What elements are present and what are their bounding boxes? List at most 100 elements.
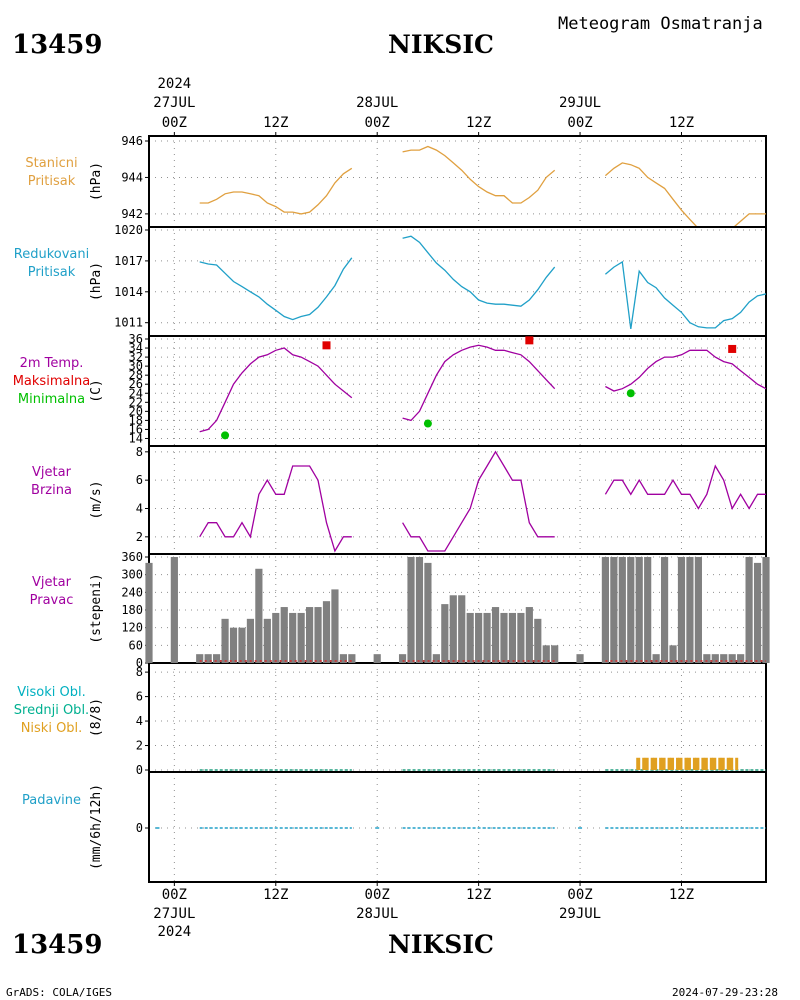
y-tick-label: 36 (129, 332, 143, 346)
wind-direction-bar (500, 612, 508, 663)
panel-label-redukovani-1: Pritisak (27, 265, 76, 280)
y-tick-label: 1017 (114, 254, 143, 268)
wind-direction-bar (601, 557, 610, 663)
low-cloud-bar (659, 757, 663, 770)
wind-direction-bar (145, 562, 153, 663)
wind-direction-bar (720, 654, 728, 663)
max-temp-marker (322, 341, 331, 350)
top-hour-label-0: 00Z (161, 115, 187, 131)
panel-label-oblaci-2: Niski Obl. (20, 721, 83, 736)
wind-direction-bar (339, 654, 347, 663)
low-cloud-bar (703, 757, 708, 770)
wind-direction-bar (475, 612, 483, 663)
low-cloud-bar (684, 757, 688, 770)
max-temp-marker (728, 344, 737, 353)
top-year-label-0: 2024 (157, 76, 192, 92)
y-tick-label: 0 (136, 763, 143, 777)
low-cloud-bar (636, 757, 641, 770)
wind-direction-bar (449, 595, 457, 663)
y-tick-label: 1011 (114, 316, 143, 330)
wind-direction-bar (508, 612, 517, 663)
y-tick-label: 0 (136, 656, 143, 670)
low-cloud-bar (692, 757, 696, 770)
top-hour-label-2: 00Z (364, 115, 390, 131)
panel-label-brzina-0: Vjetar (32, 465, 71, 480)
wind-direction-bar (551, 645, 559, 663)
wind-direction-bar (644, 557, 652, 663)
unit-label: (C) (89, 379, 104, 402)
wind-direction-bar (686, 557, 694, 663)
meteogram-subtitle: Meteogram Osmatranja (558, 14, 763, 34)
brzina-series-line-0 (199, 465, 352, 553)
top-hour-label-3: 12Z (465, 115, 492, 131)
bottom-date-label-0: 27JUL (153, 906, 196, 922)
top-date-label-0: 27JUL (153, 95, 196, 111)
wind-direction-bar (238, 627, 246, 663)
temp-series-line-0 (199, 347, 353, 433)
panel-padavine: 0 (mm/6h/12h) (89, 771, 767, 883)
low-cloud-bar (735, 757, 739, 770)
unit-label: (hPa) (89, 162, 104, 201)
bottom-hour-label-2: 00Z (364, 887, 390, 903)
y-tick-label: 360 (121, 550, 143, 564)
y-tick-label: 22 (129, 395, 143, 409)
wind-direction-bar (669, 645, 677, 663)
credit-label: GrADS: COLA/IGES (6, 986, 112, 999)
wind-direction-bar (652, 654, 660, 663)
wind-direction-bar (263, 618, 271, 663)
wind-direction-bar (170, 557, 178, 663)
low-cloud-bar (678, 757, 683, 770)
low-cloud-bar (686, 757, 691, 770)
wind-direction-bar (753, 562, 762, 663)
wind-direction-bar (745, 557, 753, 663)
wind-direction-bar (424, 562, 432, 663)
redukovani-series-line-0 (199, 257, 353, 321)
brzina-series-line-2 (604, 464, 766, 511)
panel-label-oblaci-0: Visoki Obl. (17, 685, 86, 700)
y-tick-label: 180 (121, 603, 143, 617)
wind-direction-bar (660, 557, 669, 663)
wind-direction-bar (610, 557, 618, 663)
low-cloud-bar (720, 757, 725, 770)
wind-direction-bar (703, 654, 711, 663)
wind-direction-bar (618, 557, 626, 663)
wind-direction-bar (517, 612, 525, 663)
y-tick-label: 2 (136, 739, 143, 753)
panel-frame (148, 135, 767, 228)
station-id-header: 13459 (12, 30, 103, 60)
station-name-footer: NIKSIC (388, 930, 494, 959)
low-cloud-bar (644, 757, 649, 770)
low-cloud-bar (709, 757, 713, 770)
low-cloud-bar (670, 757, 675, 770)
wind-direction-bar (627, 557, 635, 663)
station-name-header: NIKSIC (388, 30, 494, 59)
min-temp-marker (423, 419, 432, 428)
panel-label-pravac-0: Vjetar (32, 575, 71, 590)
top-hour-label-1: 12Z (263, 115, 289, 131)
wind-direction-bar (415, 557, 424, 663)
low-cloud-bar (676, 757, 680, 770)
low-cloud-bar (653, 757, 658, 770)
y-tick-label: 20 (129, 404, 143, 418)
top-hour-label-4: 00Z (567, 115, 593, 131)
wind-direction-bar (542, 645, 550, 663)
y-tick-label: 942 (121, 207, 143, 221)
wind-direction-bar (398, 654, 407, 663)
wind-direction-bar (204, 654, 212, 663)
wind-direction-bar (280, 607, 288, 663)
panel-label-temp-2: Minimalna (17, 392, 86, 407)
unit-label: (mm/6h/12h) (89, 784, 104, 870)
low-cloud-bar (729, 757, 734, 770)
panel-label-temp-1: Maksimalna (12, 374, 91, 389)
y-tick-label: 300 (121, 568, 143, 582)
panel-frame (148, 445, 767, 555)
panel-label-padavine-0: Padavine (22, 793, 81, 808)
low-cloud-bar (726, 757, 730, 770)
bottom-hour-label-0: 00Z (161, 887, 187, 903)
panel-label-pravac-1: Pravac (29, 593, 74, 608)
max-temp-marker (525, 336, 534, 345)
y-tick-label: 1014 (114, 285, 143, 299)
wind-direction-bar (213, 654, 221, 663)
low-cloud-bar (718, 757, 722, 770)
